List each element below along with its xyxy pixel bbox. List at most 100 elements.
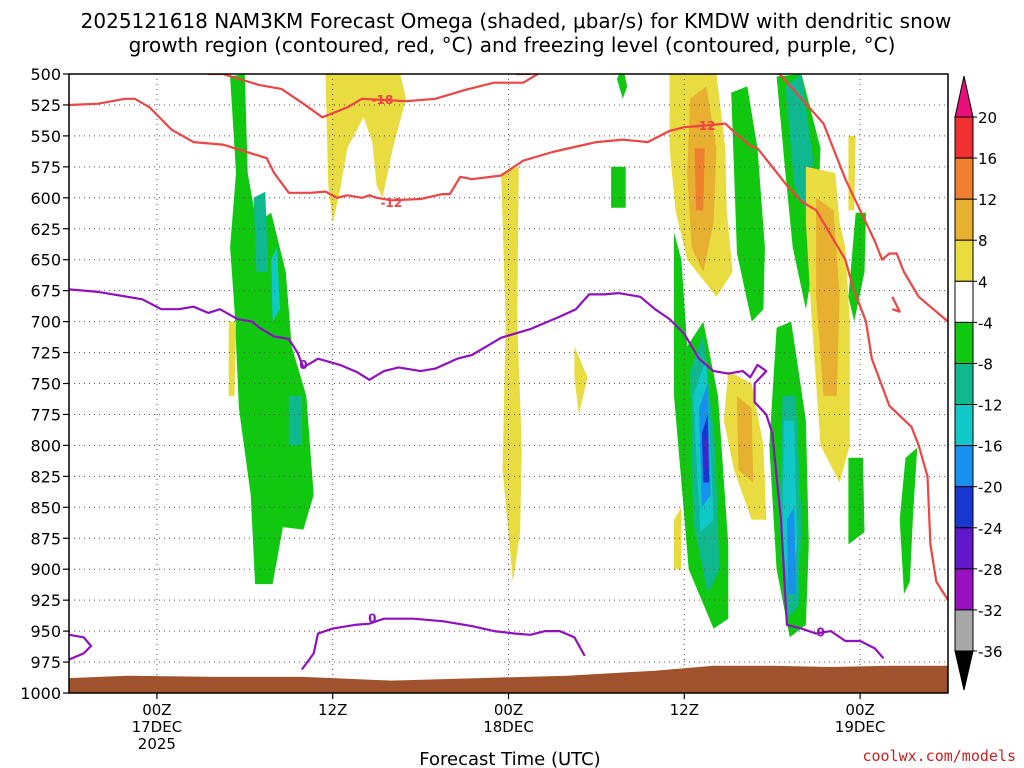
colorbar-label-11: -28 (978, 561, 1003, 579)
x-axis-title: Forecast Time (UTC) (419, 749, 600, 768)
plot-content: -18 -12 -12 0 0 0 (69, 74, 948, 693)
y-tick-label-925: 925 (30, 591, 61, 610)
y-tick-label-525: 525 (30, 96, 61, 115)
omega-region-23 (228, 321, 236, 396)
dgz-label-1: -12 (380, 196, 402, 210)
credit-text: coolwx.com/models (862, 747, 1016, 765)
colorbar-bin-3 (954, 239, 974, 282)
omega-region-11 (288, 395, 302, 446)
omega-region-4 (731, 86, 765, 322)
omega-region-1 (616, 74, 628, 99)
plot-area: -18 -12 -12 0 0 0 (69, 74, 948, 693)
omega-region-32 (737, 395, 754, 483)
dgz-label-2: -12 (694, 119, 716, 133)
colorbar-bin-12 (954, 609, 974, 652)
y-tick-label-500: 500 (30, 65, 61, 84)
y-tick-label-975: 975 (30, 653, 61, 672)
colorbar-bin-8 (954, 445, 974, 488)
omega-region-33 (816, 197, 840, 396)
y-tick-label-875: 875 (30, 529, 61, 548)
dgz-contour-4 (891, 296, 901, 313)
colorbar-bin-11 (954, 568, 974, 611)
freezing-contour-0 (69, 288, 885, 660)
freezing-label-2: 0 (816, 625, 824, 639)
freezing-label-0: 0 (299, 358, 307, 372)
colorbar-bin-10 (954, 527, 974, 570)
colorbar-label-2: 12 (978, 191, 997, 209)
chart-title-line1: 2025121618 NAM3KM Forecast Omega (shaded… (81, 9, 952, 33)
x-tick-label-0-0: 00Z (142, 701, 171, 719)
x-tick-label-1-0: 12Z (318, 701, 347, 719)
dgz-contour-1 (208, 74, 539, 119)
omega-region-10 (253, 191, 269, 273)
y-tick-label-750: 750 (30, 375, 61, 394)
y-tick-label-675: 675 (30, 282, 61, 301)
dgz-contour-0 (69, 97, 948, 601)
omega-region-22 (325, 74, 406, 223)
y-tick-label-625: 625 (30, 220, 61, 239)
y-tick-label-850: 850 (30, 498, 61, 517)
freezing-label-1: 0 (368, 612, 376, 626)
ground-fill (69, 665, 948, 693)
colorbar-label-8: -16 (978, 438, 1003, 456)
colorbar-bin-4 (954, 280, 974, 323)
colorbar-label-7: -12 (978, 397, 1003, 415)
colorbar-bin-7 (954, 404, 974, 447)
omega-region-2 (611, 166, 626, 208)
colorbar-over-arrow (954, 75, 974, 118)
colorbar-bin-0 (954, 116, 974, 159)
colorbar-bin-5 (954, 321, 974, 364)
axes: 500 525 550 575 600 625 650 675 700 725 750 775 800 8… (20, 65, 949, 753)
omega-region-21 (704, 433, 708, 471)
x-tick-label-0-2: 2025 (138, 735, 176, 753)
y-tick-label-650: 650 (30, 251, 61, 270)
y-tick-label-900: 900 (30, 560, 61, 579)
omega-region-7 (848, 212, 866, 322)
omega-region-0 (230, 74, 314, 585)
colorbar: 20 16 12 8 4 -4 -8 -12 -16 -20 -24 -28 -32 -36 (954, 75, 1003, 691)
colorbar-label-0: 20 (978, 109, 997, 127)
omega-region-8 (848, 457, 865, 545)
colorbar-label-5: -4 (978, 314, 993, 332)
omega-region-27 (674, 507, 682, 570)
dgz-label-0: -18 (372, 93, 394, 107)
colorbar-bin-6 (954, 363, 974, 406)
colorbar-label-4: 4 (978, 273, 988, 291)
omega-region-15 (271, 247, 280, 322)
x-tick-label-4-0: 00Z (845, 701, 874, 719)
colorbar-bin-9 (954, 486, 974, 529)
omega-region-9 (899, 447, 918, 594)
y-tick-label-550: 550 (30, 127, 61, 146)
omega-region-24 (501, 166, 522, 582)
omega-region-34 (694, 148, 705, 211)
y-tick-label-775: 775 (30, 405, 61, 424)
dgz-contour-3 (778, 74, 948, 323)
colorbar-under-arrow (954, 650, 974, 691)
freezing-contour-2 (301, 617, 586, 671)
colorbar-label-1: 16 (978, 150, 997, 168)
y-tick-label-1000: 1000 (20, 684, 61, 703)
x-tick-label-3-0: 12Z (670, 701, 699, 719)
colorbar-bin-2 (954, 198, 974, 241)
colorbar-label-12: -32 (978, 602, 1003, 620)
freezing-contour-1 (69, 633, 93, 661)
y-tick-label-700: 700 (30, 313, 61, 332)
y-tick-label-825: 825 (30, 467, 61, 486)
colorbar-label-6: -8 (978, 355, 993, 373)
colorbar-label-3: 8 (978, 232, 988, 250)
colorbar-label-13: -36 (978, 643, 1003, 661)
y-tick-label-575: 575 (30, 158, 61, 177)
omega-region-19 (786, 507, 796, 594)
x-tick-label-4-1: 19DEC (835, 718, 886, 736)
y-tick-label-725: 725 (30, 344, 61, 363)
y-tick-label-600: 600 (30, 189, 61, 208)
y-tick-label-800: 800 (30, 436, 61, 455)
x-tick-label-2-1: 18DEC (483, 718, 534, 736)
y-tick-label-950: 950 (30, 622, 61, 641)
omega-region-25 (574, 346, 588, 415)
colorbar-bin-1 (954, 157, 974, 200)
colorbar-label-9: -20 (978, 479, 1003, 497)
chart-title-line2: growth region (contoured, red, °C) and f… (129, 33, 896, 57)
colorbar-label-10: -24 (978, 520, 1003, 538)
